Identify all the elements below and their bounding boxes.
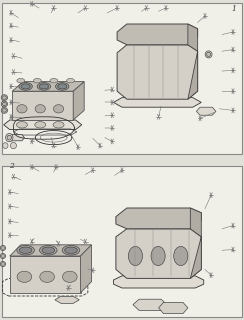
- Ellipse shape: [1, 101, 8, 107]
- Polygon shape: [113, 276, 204, 288]
- Ellipse shape: [65, 247, 77, 253]
- Ellipse shape: [40, 271, 54, 283]
- Ellipse shape: [2, 102, 6, 106]
- Polygon shape: [117, 45, 198, 99]
- Polygon shape: [55, 296, 79, 303]
- Polygon shape: [188, 24, 198, 99]
- Polygon shape: [12, 91, 73, 120]
- Polygon shape: [196, 107, 216, 115]
- Ellipse shape: [1, 247, 4, 250]
- Ellipse shape: [19, 83, 32, 90]
- Polygon shape: [190, 208, 201, 278]
- Ellipse shape: [0, 253, 6, 259]
- Ellipse shape: [17, 105, 27, 113]
- Bar: [2, 166, 242, 317]
- Ellipse shape: [37, 83, 51, 90]
- Ellipse shape: [58, 84, 67, 89]
- Ellipse shape: [10, 142, 17, 149]
- Ellipse shape: [19, 247, 32, 253]
- Ellipse shape: [40, 245, 57, 255]
- Bar: [2, 3, 242, 154]
- Text: 1: 1: [232, 5, 237, 13]
- Polygon shape: [7, 134, 24, 141]
- Polygon shape: [81, 245, 92, 293]
- Polygon shape: [116, 208, 201, 229]
- Polygon shape: [113, 98, 201, 107]
- Ellipse shape: [151, 246, 165, 266]
- Polygon shape: [73, 82, 84, 120]
- Ellipse shape: [1, 255, 4, 257]
- Ellipse shape: [1, 262, 4, 266]
- Ellipse shape: [1, 108, 8, 113]
- Ellipse shape: [17, 78, 25, 83]
- Polygon shape: [12, 82, 84, 91]
- Ellipse shape: [21, 84, 30, 89]
- Ellipse shape: [62, 271, 77, 283]
- Ellipse shape: [205, 51, 212, 58]
- Ellipse shape: [33, 78, 41, 83]
- Polygon shape: [117, 24, 198, 45]
- Polygon shape: [133, 299, 167, 310]
- Ellipse shape: [7, 135, 11, 140]
- Ellipse shape: [17, 245, 34, 255]
- Ellipse shape: [128, 246, 142, 266]
- Ellipse shape: [3, 143, 8, 148]
- Ellipse shape: [17, 271, 32, 283]
- Ellipse shape: [53, 105, 64, 113]
- Ellipse shape: [35, 122, 46, 128]
- Ellipse shape: [6, 133, 13, 142]
- Ellipse shape: [56, 83, 69, 90]
- Ellipse shape: [53, 122, 64, 128]
- Polygon shape: [4, 120, 82, 130]
- Polygon shape: [116, 229, 201, 278]
- Ellipse shape: [42, 247, 55, 253]
- Polygon shape: [159, 302, 188, 314]
- Ellipse shape: [39, 84, 49, 89]
- Ellipse shape: [207, 52, 211, 56]
- Ellipse shape: [174, 246, 188, 266]
- Ellipse shape: [67, 78, 74, 83]
- Polygon shape: [10, 245, 92, 256]
- Polygon shape: [10, 256, 81, 293]
- Text: 2: 2: [9, 162, 13, 170]
- Ellipse shape: [2, 96, 6, 100]
- Ellipse shape: [1, 95, 8, 100]
- Ellipse shape: [62, 245, 80, 255]
- Ellipse shape: [17, 122, 28, 128]
- Ellipse shape: [0, 245, 6, 251]
- Ellipse shape: [50, 78, 58, 83]
- Ellipse shape: [0, 261, 6, 267]
- Ellipse shape: [35, 105, 45, 113]
- Ellipse shape: [2, 109, 6, 112]
